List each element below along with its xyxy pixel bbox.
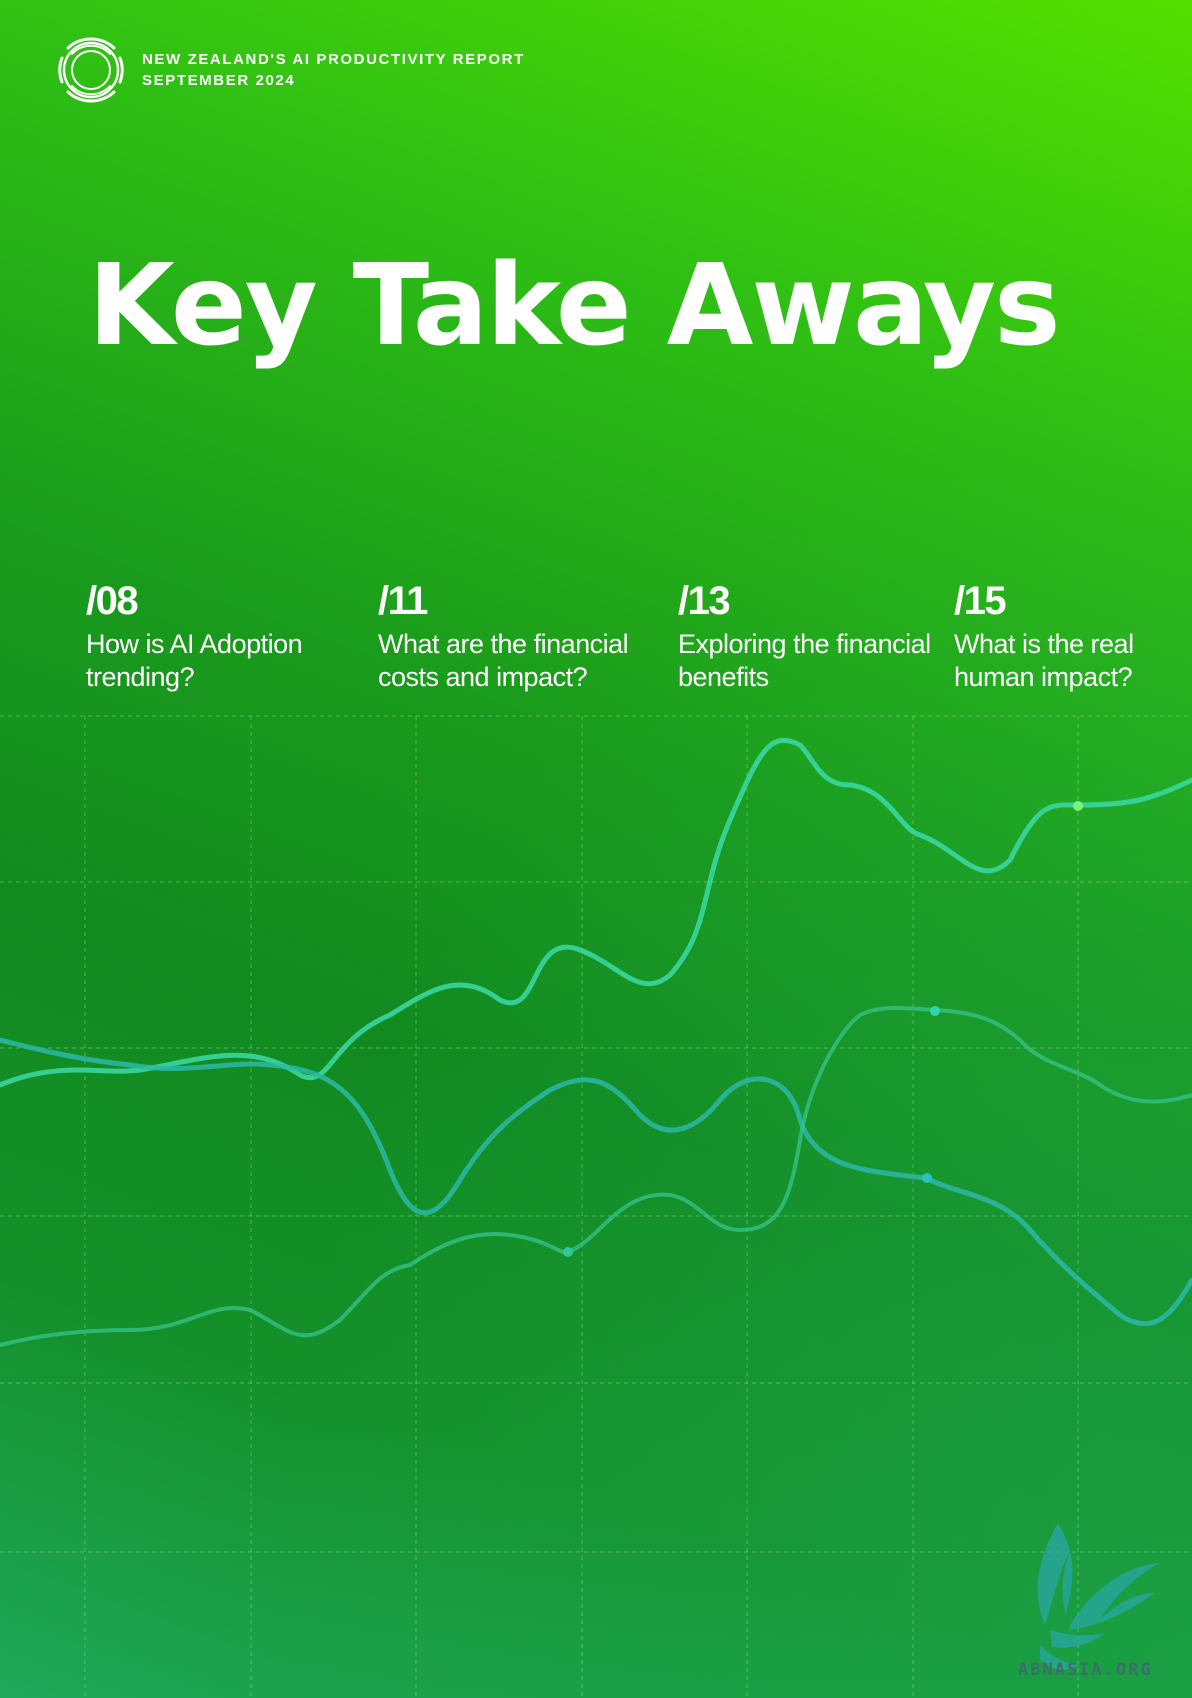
section-label: Exploring the financial benefits <box>678 628 948 694</box>
header-text-block: NEW ZEALAND'S AI PRODUCTIVITY REPORT SEP… <box>142 49 525 91</box>
section-human-impact[interactable]: /15 What is the real human impact? <box>954 578 1184 694</box>
grid-lines <box>0 715 1192 1698</box>
highlight-dot-middle <box>922 1173 932 1183</box>
watermark-text: ABNASIA.ORG <box>1018 1660 1153 1680</box>
section-number: /15 <box>954 579 1007 623</box>
trend-line-lower <box>0 1005 1192 1347</box>
section-number: /11 <box>378 579 428 623</box>
section-label-line: Exploring the financial <box>678 629 931 659</box>
highlight-dot-upper <box>1073 801 1083 811</box>
section-number: /08 <box>86 579 139 623</box>
section-label-line: costs and impact? <box>378 662 588 692</box>
section-label: What is the real human impact? <box>954 628 1184 694</box>
section-label-line: How is AI Adoption <box>86 629 303 659</box>
trend-line-upper <box>0 737 1192 1088</box>
section-financial-benefits[interactable]: /13 Exploring the financial benefits <box>678 578 948 694</box>
highlight-dot-lower <box>563 1247 573 1257</box>
section-label-line: What is the real <box>954 629 1134 659</box>
section-label-line: What are the financial <box>378 629 629 659</box>
page-title: Key Take Aways <box>88 241 1061 371</box>
section-label: What are the financial costs and impact? <box>378 628 648 694</box>
report-header: NEW ZEALAND'S AI PRODUCTIVITY REPORT SEP… <box>48 30 525 110</box>
section-label-line: benefits <box>678 662 769 692</box>
section-number: /13 <box>678 579 731 623</box>
section-label: How is AI Adoption trending? <box>86 628 356 694</box>
section-label-line: trending? <box>86 662 195 692</box>
report-date: SEPTEMBER 2024 <box>142 72 296 89</box>
trend-line-middle <box>0 1037 1192 1327</box>
section-adoption[interactable]: /08 How is AI Adoption trending? <box>86 578 356 694</box>
concentric-rings-icon <box>58 37 124 103</box>
feather-bird-icon <box>1037 1523 1160 1670</box>
report-name: NEW ZEALAND'S AI PRODUCTIVITY REPORT <box>142 51 525 68</box>
section-financial-costs[interactable]: /11 What are the financial costs and imp… <box>378 578 648 694</box>
highlight-dot-right <box>930 1006 940 1016</box>
section-label-line: human impact? <box>954 662 1133 692</box>
